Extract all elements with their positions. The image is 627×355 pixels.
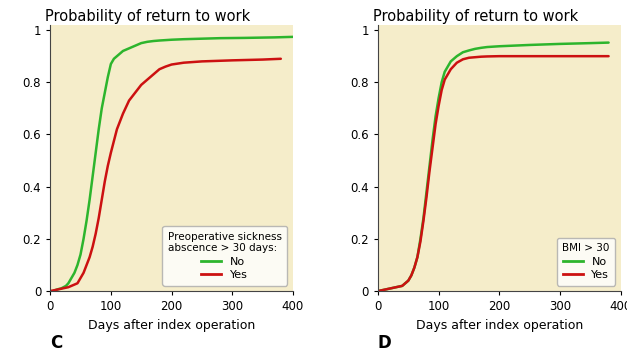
Text: Probability of return to work: Probability of return to work [45,9,251,24]
Text: Probability of return to work: Probability of return to work [373,9,578,24]
Text: D: D [378,334,392,352]
X-axis label: Days after index operation: Days after index operation [88,319,255,332]
Legend: No, Yes: No, Yes [162,226,287,285]
Legend: No, Yes: No, Yes [557,238,615,285]
X-axis label: Days after index operation: Days after index operation [416,319,583,332]
Text: C: C [50,334,63,352]
